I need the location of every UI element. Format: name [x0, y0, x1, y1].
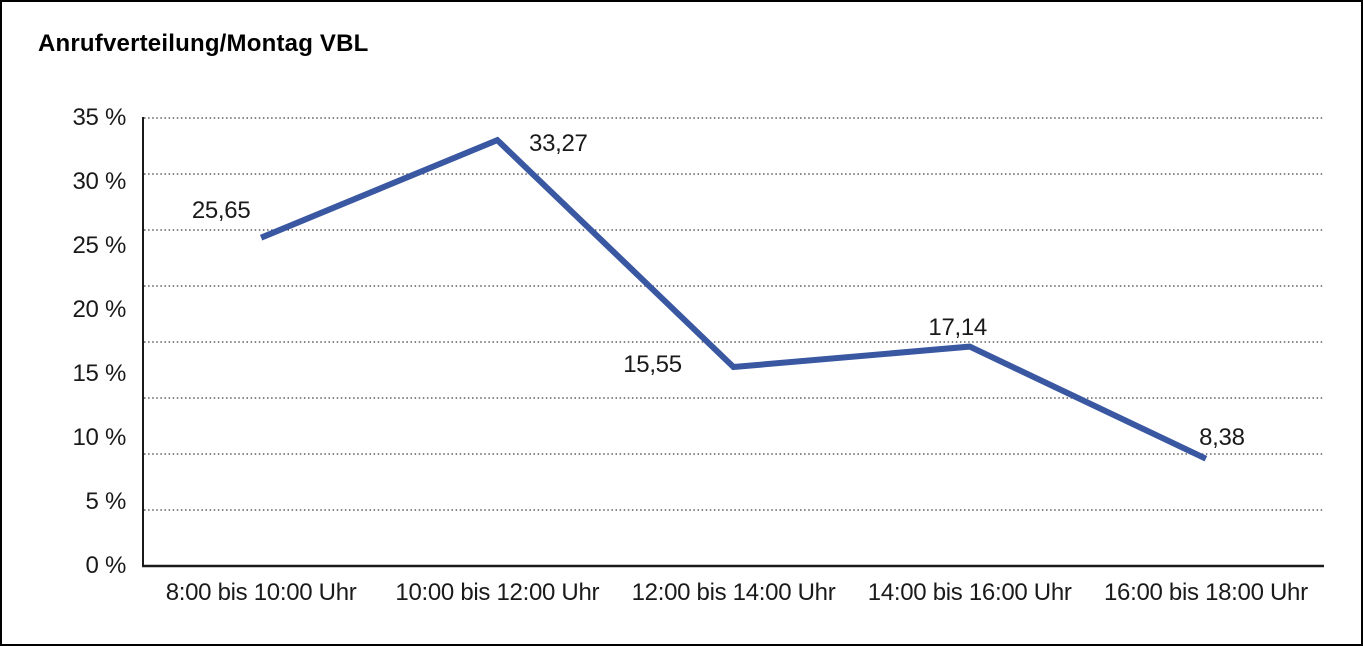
series-polyline: [259, 136, 1208, 462]
chart-title: Anrufverteilung/Montag VBL: [38, 30, 369, 57]
y-axis-tick-label: 25 %: [72, 232, 126, 259]
x-axis-tick-label: 12:00 bis 14:00 Uhr: [631, 579, 836, 606]
data-point-label: 8,38: [1199, 423, 1245, 451]
x-axis-tick-label: 14:00 bis 16:00 Uhr: [867, 579, 1072, 606]
y-axis-tick-label: 35 %: [72, 104, 126, 131]
data-point-label: 15,55: [623, 350, 682, 378]
y-axis-tick-label: 0 %: [85, 552, 127, 579]
x-axis-tick-label: 8:00 bis 10:00 Uhr: [165, 579, 357, 606]
y-axis-tick-label: 5 %: [85, 488, 127, 515]
data-point-label: 25,65: [191, 196, 251, 224]
gridlines: [144, 117, 1324, 511]
y-axis-tick-label: 20 %: [72, 296, 126, 323]
data-point-label: 33,27: [529, 130, 588, 158]
y-axis-tick-label: 10 %: [72, 424, 126, 451]
axes: [142, 117, 1324, 568]
data-series-line: [259, 136, 1208, 462]
y-axis-tick-label: 15 %: [72, 360, 126, 387]
x-axis-tick-label: 10:00 bis 12:00 Uhr: [395, 579, 600, 606]
y-axis-tick-label: 30 %: [72, 168, 126, 195]
x-axis-tick-label: 16:00 bis 18:00 Uhr: [1104, 579, 1308, 606]
data-point-label: 17,14: [928, 313, 987, 341]
